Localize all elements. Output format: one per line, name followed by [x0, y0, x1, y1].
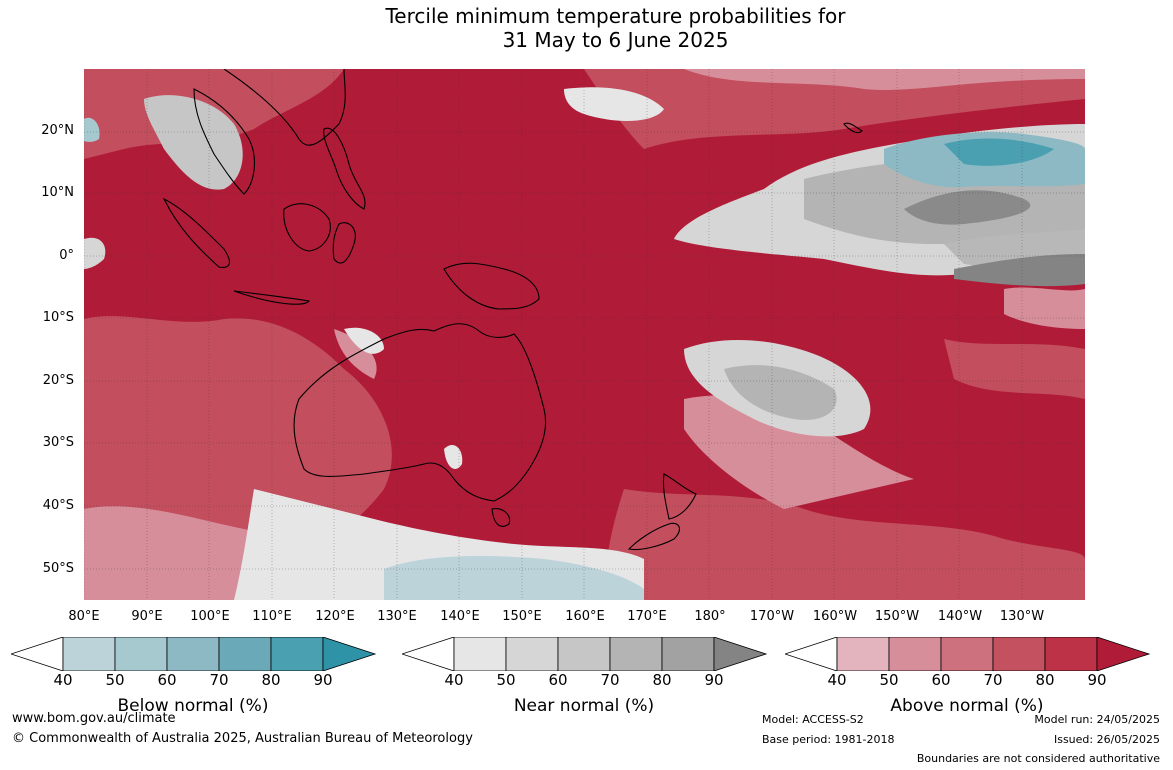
cbar2-tick: 90	[704, 671, 724, 689]
below-normal-region	[84, 117, 1085, 600]
footer-url[interactable]: www.bom.gov.au/climate	[12, 711, 176, 726]
cbar3-tick: 80	[1035, 671, 1055, 689]
sumatra-outline	[162, 197, 230, 268]
lat-label-10n: 10°N	[41, 185, 74, 200]
map-svg	[84, 69, 1085, 600]
australia-outline	[293, 323, 547, 502]
lon-label: 130°W	[999, 609, 1045, 624]
lon-label: 120°E	[315, 609, 355, 624]
lon-label: 90°E	[131, 609, 163, 624]
title-line-2: 31 May to 6 June 2025	[502, 28, 729, 52]
coastlines	[162, 69, 863, 551]
colorbar-near-normal-label: Near normal (%)	[513, 696, 655, 716]
lat-label-40s: 40°S	[42, 498, 74, 513]
new-zealand-north-outline	[662, 473, 697, 520]
lon-label: 170°E	[627, 609, 667, 624]
lat-label-20n: 20°N	[41, 123, 74, 138]
lon-label: 150°E	[502, 609, 542, 624]
cbar2-tick: 50	[496, 671, 516, 689]
lat-label-10s: 10°S	[42, 310, 74, 325]
cbar1-tick: 80	[261, 671, 281, 689]
colorbar-near-normal	[402, 637, 768, 671]
lon-label: 150°W	[874, 609, 920, 624]
near-normal-region	[84, 87, 1085, 600]
asia-coast-outline	[223, 69, 346, 146]
hawaii-outline	[843, 122, 863, 134]
lon-label: 170°W	[749, 609, 795, 624]
lat-label-50s: 50°S	[42, 561, 74, 576]
java-outline	[233, 290, 311, 305]
colorbar-above-normal-label: Above normal (%)	[890, 696, 1044, 716]
cbar1-tick: 40	[53, 671, 73, 689]
cbar3-tick: 40	[827, 671, 847, 689]
lon-label: 140°E	[440, 609, 480, 624]
lon-label: 140°W	[937, 609, 983, 624]
colorbar-below-normal-label: Below normal (%)	[117, 696, 269, 716]
lon-label: 80°E	[68, 609, 100, 624]
cbar2-tick: 40	[444, 671, 464, 689]
colorbar-below-normal	[11, 637, 377, 671]
sulawesi-outline	[332, 222, 356, 264]
lat-label-20s: 20°S	[42, 373, 74, 388]
cbar3-tick: 90	[1087, 671, 1107, 689]
cbar2-tick: 60	[548, 671, 568, 689]
chart-title: Tercile minimum temperature probabilitie…	[0, 4, 1173, 52]
footer-model-run: Model run: 24/05/2025	[1034, 713, 1160, 726]
colorbar-above-normal	[785, 637, 1151, 671]
footer-issued: Issued: 26/05/2025	[1053, 733, 1160, 746]
lon-label: 160°E	[565, 609, 605, 624]
cbar3-tick: 50	[879, 671, 899, 689]
indochina-outline	[193, 88, 255, 195]
footer-disclaimer: Boundaries are not considered authoritat…	[916, 752, 1160, 765]
lat-label-0: 0°	[59, 248, 74, 263]
cbar1-tick: 70	[209, 671, 229, 689]
tasmania-outline	[491, 508, 511, 527]
cbar1-tick: 60	[157, 671, 177, 689]
lon-label: 160°W	[812, 609, 858, 624]
philippines-outline	[323, 127, 366, 210]
borneo-outline	[283, 203, 331, 252]
title-line-1: Tercile minimum temperature probabilitie…	[385, 4, 846, 28]
footer-copyright: © Commonwealth of Australia 2025, Austra…	[12, 731, 473, 746]
cbar2-tick: 70	[600, 671, 620, 689]
probability-map	[84, 69, 1085, 600]
footer-model: Model: ACCESS-S2	[762, 713, 864, 726]
footer-base-period: Base period: 1981-2018	[762, 733, 895, 746]
cbar1-tick: 50	[105, 671, 125, 689]
lon-label: 110°E	[252, 609, 292, 624]
cbar3-tick: 60	[931, 671, 951, 689]
cbar2-tick: 80	[652, 671, 672, 689]
cbar1-tick: 90	[313, 671, 333, 689]
lon-label: 130°E	[377, 609, 417, 624]
new-guinea-outline	[443, 262, 540, 310]
lon-label: 180°	[694, 609, 726, 624]
lat-label-30s: 30°S	[42, 435, 74, 450]
lon-label: 100°E	[190, 609, 230, 624]
cbar3-tick: 70	[983, 671, 1003, 689]
gridlines	[84, 69, 1085, 600]
